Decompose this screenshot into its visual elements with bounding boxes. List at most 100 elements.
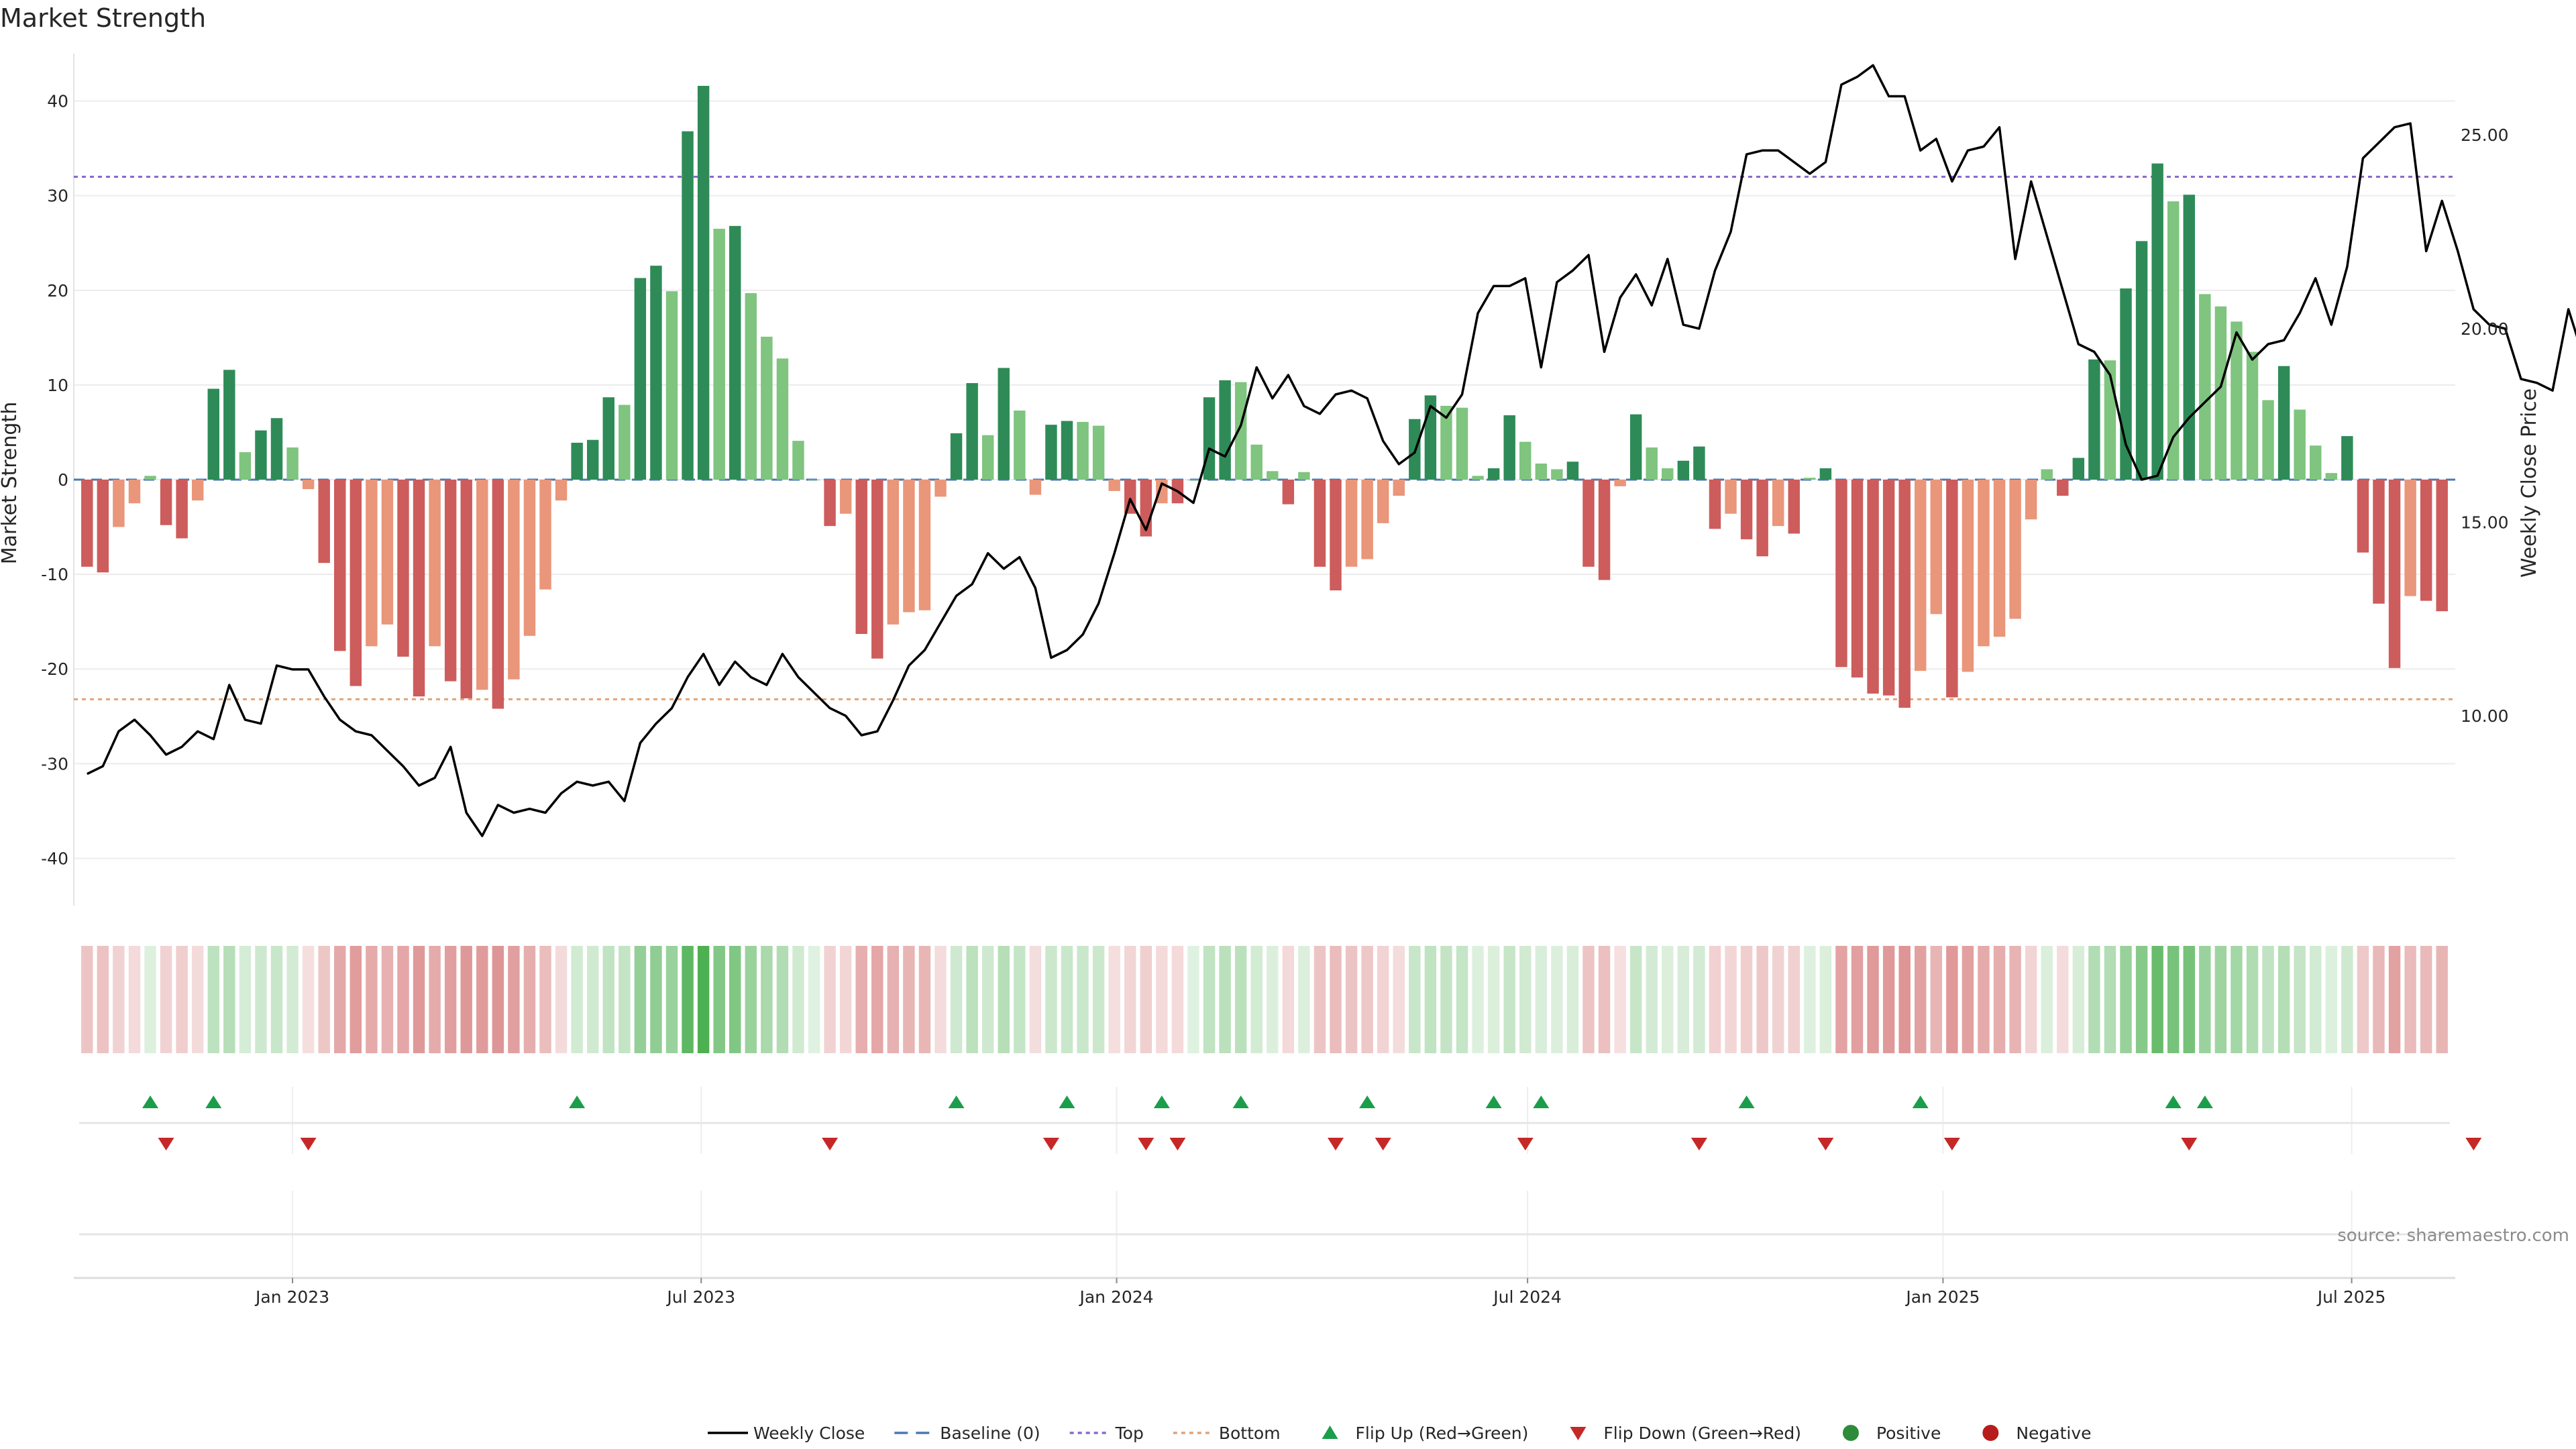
strength-bar [1851, 480, 1864, 678]
strength-bar [571, 442, 583, 480]
strength-bar [2404, 480, 2416, 596]
heat-cell [366, 946, 378, 1053]
strength-bar [1219, 380, 1231, 480]
strength-bar [81, 480, 93, 567]
flip-down-marker [158, 1138, 174, 1150]
strength-bar [1867, 480, 1879, 694]
strength-bar [634, 278, 647, 480]
strength-bar [523, 480, 536, 636]
strength-bar [1298, 472, 1310, 480]
strength-bar [397, 480, 409, 657]
heat-cell [1978, 946, 1990, 1053]
heat-cell [697, 946, 710, 1053]
heat-cell [1788, 946, 1800, 1053]
left-tick-label: -20 [41, 659, 68, 679]
heat-cell [2388, 946, 2401, 1053]
strength-bar [855, 480, 867, 635]
strength-bar [682, 131, 694, 480]
strength-bar [2294, 409, 2306, 480]
heat-cell [571, 946, 583, 1053]
flip-up-marker [1359, 1095, 1376, 1108]
heat-cell [586, 946, 599, 1053]
heat-cell [776, 946, 789, 1053]
strength-bar [2277, 366, 2290, 480]
strength-bar [2357, 480, 2369, 553]
flip-down-marker [1375, 1138, 1391, 1150]
right-axis-label: Weekly Close Price [2518, 388, 2541, 578]
strength-bar [2325, 473, 2338, 480]
left-tick-label: -10 [41, 565, 68, 584]
strength-bar [286, 447, 299, 480]
heat-cell [871, 946, 883, 1053]
weekly-close-series [87, 64, 2576, 837]
flip-down-marker [1138, 1138, 1155, 1150]
strength-bar [1582, 480, 1595, 567]
strength-bar [1203, 397, 1216, 480]
heat-cell [460, 946, 472, 1053]
strength-bar [97, 480, 109, 573]
legend-item: Top [1069, 1424, 1144, 1443]
strength-heatmap [81, 946, 2448, 1053]
strength-bar [2199, 294, 2211, 480]
heat-cell [1171, 946, 1184, 1053]
heat-cell [255, 946, 267, 1053]
strength-bar [508, 480, 520, 680]
heat-cell [1725, 946, 1737, 1053]
heat-cell [270, 946, 283, 1053]
heat-cell [745, 946, 757, 1053]
legend-item: Positive [1842, 1424, 1941, 1443]
heat-cell [1535, 946, 1548, 1053]
strength-bar [1772, 480, 1784, 527]
strength-bar [2025, 480, 2037, 520]
heat-cell [1946, 946, 1958, 1053]
heat-cell [1250, 946, 1263, 1053]
heat-cell [1345, 946, 1358, 1053]
heat-cell [903, 946, 915, 1053]
strength-bar [1108, 480, 1120, 491]
strength-bar [1930, 480, 1943, 614]
heat-cell [808, 946, 820, 1053]
heat-cell [1267, 946, 1279, 1053]
strength-bar [903, 480, 915, 612]
heat-cell [1313, 946, 1326, 1053]
heat-cell [2404, 946, 2416, 1053]
strength-bar [1962, 480, 1974, 672]
flip-down-marker [2181, 1138, 2198, 1150]
flip-up-marker [2196, 1095, 2213, 1108]
strength-bar [160, 480, 172, 525]
strength-bar [1377, 480, 1389, 523]
strength-bar [1788, 480, 1800, 534]
strength-bar [1456, 407, 1468, 480]
heat-cell [239, 946, 252, 1053]
heat-cell [1487, 946, 1500, 1053]
left-axis-ticks: 40 30 20 10 0 -10 -20 -30 -40 [41, 92, 68, 869]
left-tick-label: 20 [47, 281, 68, 301]
legend-label: Weekly Close [753, 1424, 865, 1443]
strength-bar [2388, 480, 2401, 668]
chart-title: Market Strength [0, 3, 206, 33]
strength-bar [444, 480, 457, 682]
strength-bar [1946, 480, 1958, 698]
strength-bars [81, 85, 2448, 709]
heat-cell [1203, 946, 1216, 1053]
heat-cell [1819, 946, 1832, 1053]
source-note: source: sharemaestro.com [2337, 1226, 2569, 1246]
flip-up-marker [1232, 1095, 1249, 1108]
heat-cell [1409, 946, 1421, 1053]
strength-bar [1756, 480, 1768, 557]
reference-lines [74, 175, 2455, 700]
heat-cell [1582, 946, 1595, 1053]
heat-cell [318, 946, 330, 1053]
heat-cell [555, 946, 568, 1053]
strength-bar [1345, 480, 1358, 567]
heat-cell [302, 946, 315, 1053]
heat-cell [1140, 946, 1152, 1053]
strength-bar [270, 418, 283, 480]
heat-cell [2088, 946, 2100, 1053]
heat-cell [97, 946, 109, 1053]
heat-cell [1503, 946, 1515, 1053]
heat-cell [1393, 946, 1405, 1053]
strength-bar [350, 480, 362, 686]
strength-bar [1614, 480, 1626, 486]
flip-up-marker [1738, 1095, 1755, 1108]
